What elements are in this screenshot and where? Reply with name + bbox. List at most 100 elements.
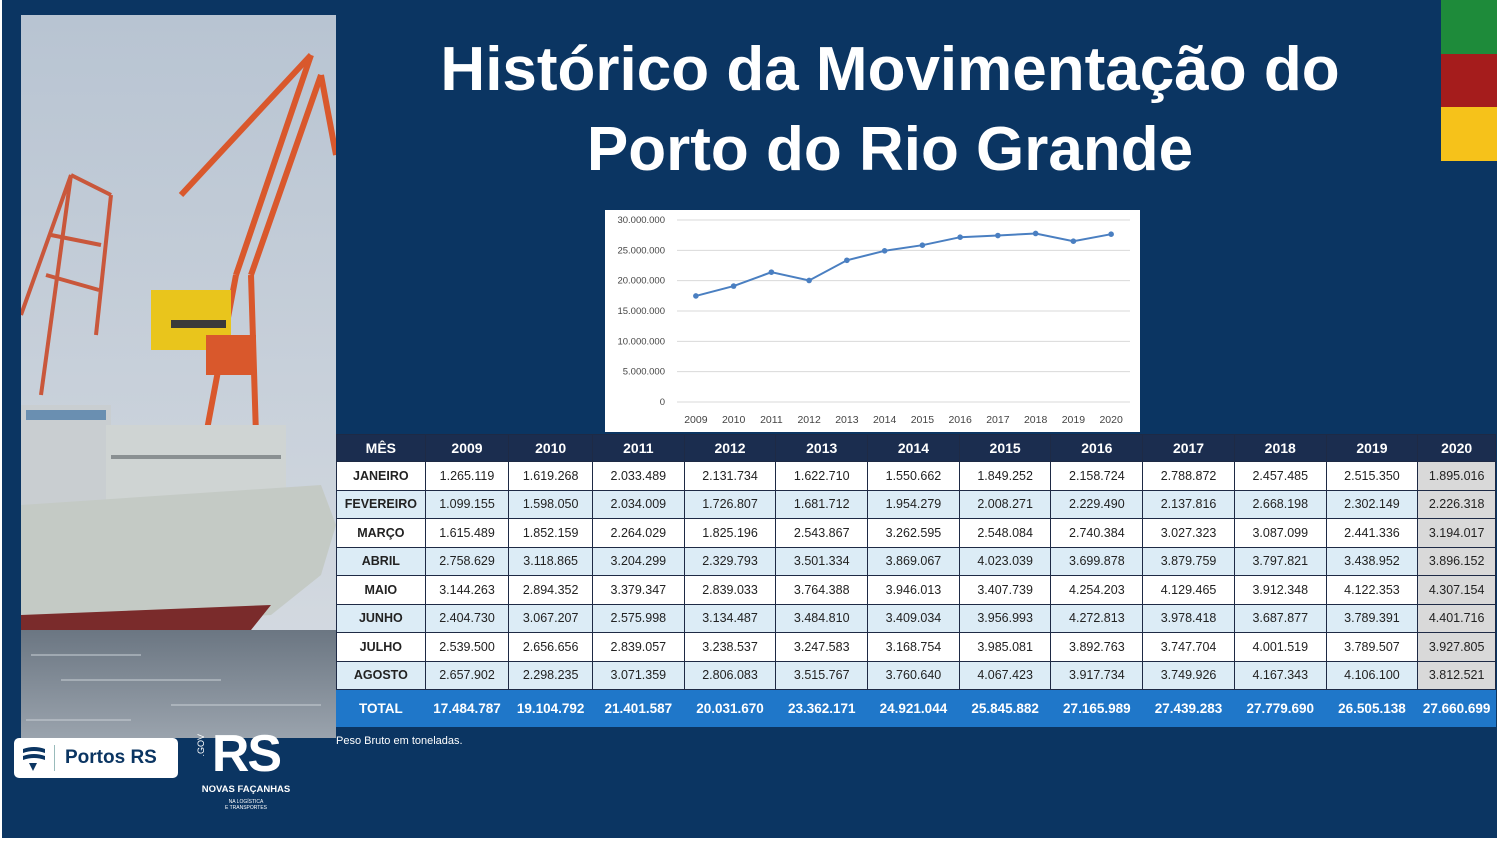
value-cell: 3.789.507 <box>1325 632 1419 662</box>
value-cell: 2.543.867 <box>775 518 869 548</box>
portos-rs-logo: Portos RS <box>14 738 178 778</box>
header-year: 2018 <box>1233 434 1327 462</box>
value-cell: 3.409.034 <box>867 603 960 633</box>
total-cell: 17.484.787 <box>424 689 510 727</box>
rs-slogan: NOVAS FAÇANHAS <box>201 784 291 795</box>
value-cell: 4.129.465 <box>1142 575 1235 605</box>
data-point <box>768 269 775 275</box>
value-cell: 1.598.050 <box>508 489 593 519</box>
value-cell: 3.879.759 <box>1142 546 1235 576</box>
month-cell: JUNHO <box>336 603 426 633</box>
value-cell: 2.839.033 <box>683 575 777 605</box>
header-year: 2010 <box>508 434 593 462</box>
x-tick-label: 2018 <box>1024 414 1048 426</box>
rs-flag-stripes <box>1441 0 1497 161</box>
flag-yellow-stripe <box>1441 107 1497 161</box>
table-row: JUNHO 2.404.730 3.067.207 2.575.998 3.134.48… <box>336 603 1496 633</box>
value-cell: 3.515.767 <box>775 660 869 690</box>
x-tick-label: 2017 <box>986 414 1010 426</box>
x-tick-label: 2020 <box>1099 414 1123 426</box>
y-tick-label: 5.000.000 <box>623 367 665 378</box>
ship-crane-photo <box>21 15 336 738</box>
flag-green-stripe <box>1441 0 1497 54</box>
value-cell: 3.789.391 <box>1325 603 1419 633</box>
line-chart: 0 5.000.000 10.000.000 15.000.000 20.000.000… <box>605 210 1140 432</box>
table-row: MAIO 3.144.263 2.894.352 3.379.347 2.839.033… <box>336 575 1496 605</box>
value-cell: 1.849.252 <box>958 461 1052 491</box>
value-cell: 2.298.235 <box>508 660 593 690</box>
header-year: 2017 <box>1142 434 1235 462</box>
value-cell: 3.144.263 <box>424 575 510 605</box>
x-tick-label: 2013 <box>835 414 859 426</box>
total-cell: 27.439.283 <box>1142 689 1235 727</box>
table-row: ABRIL 2.758.629 3.118.865 3.204.299 2.329.79… <box>336 546 1496 576</box>
value-cell: 2.457.485 <box>1233 461 1327 491</box>
month-cell: MAIO <box>336 575 426 605</box>
bottom-edge-line <box>0 838 1497 841</box>
value-cell: 3.927.805 <box>1417 632 1496 662</box>
value-cell: 3.747.704 <box>1142 632 1235 662</box>
value-cell: 2.441.336 <box>1325 518 1419 548</box>
total-cell: 21.401.587 <box>591 689 685 727</box>
month-cell: JULHO <box>336 632 426 662</box>
value-cell: 2.839.057 <box>591 632 685 662</box>
value-cell: 2.008.271 <box>958 489 1052 519</box>
total-cell: 24.921.044 <box>867 689 960 727</box>
value-cell: 1.615.489 <box>424 518 510 548</box>
value-cell: 1.622.710 <box>775 461 869 491</box>
unit-note: Peso Bruto em toneladas. <box>336 735 463 747</box>
left-edge-line <box>0 0 2 841</box>
value-cell: 2.548.084 <box>958 518 1052 548</box>
value-cell: 3.869.067 <box>867 546 960 576</box>
value-cell: 3.067.207 <box>508 603 593 633</box>
value-cell: 3.027.323 <box>1142 518 1235 548</box>
page-title: Histórico da Movimentação do Porto do Ri… <box>340 30 1440 190</box>
value-cell: 3.087.099 <box>1233 518 1327 548</box>
value-cell: 2.656.656 <box>508 632 593 662</box>
flag-red-stripe <box>1441 53 1497 108</box>
line-chart-svg: 0 5.000.000 10.000.000 15.000.000 20.000.000… <box>617 215 1130 426</box>
x-tick-label: 2015 <box>911 414 935 426</box>
value-cell: 2.668.198 <box>1233 489 1327 519</box>
value-cell: 4.106.100 <box>1325 660 1419 690</box>
value-cell: 4.307.154 <box>1417 575 1496 605</box>
total-cell: 27.779.690 <box>1233 689 1327 727</box>
value-cell: 3.687.877 <box>1233 603 1327 633</box>
header-year: 2020 <box>1417 434 1496 462</box>
value-cell: 4.067.423 <box>958 660 1052 690</box>
value-cell: 3.118.865 <box>508 546 593 576</box>
table-row: MARÇO 1.615.489 1.852.159 2.264.029 1.825.19… <box>336 518 1496 548</box>
value-cell: 2.264.029 <box>591 518 685 548</box>
value-cell: 3.168.754 <box>867 632 960 662</box>
value-cell: 1.550.662 <box>867 461 960 491</box>
value-cell: 3.194.017 <box>1417 518 1496 548</box>
rs-big-text: RS <box>211 725 282 783</box>
month-cell: AGOSTO <box>336 660 426 690</box>
value-cell: 1.619.268 <box>508 461 593 491</box>
series-line <box>695 232 1112 297</box>
value-cell: 1.895.016 <box>1417 461 1496 491</box>
month-cell: ABRIL <box>336 546 426 576</box>
value-cell: 3.699.878 <box>1050 546 1144 576</box>
value-cell: 2.806.083 <box>683 660 777 690</box>
value-cell: 3.379.347 <box>591 575 685 605</box>
value-cell: 2.033.489 <box>591 461 685 491</box>
value-cell: 3.985.081 <box>958 632 1052 662</box>
total-label: TOTAL <box>336 689 426 727</box>
value-cell: 1.265.119 <box>424 461 510 491</box>
value-cell: 3.764.388 <box>775 575 869 605</box>
value-cell: 2.137.816 <box>1142 489 1235 519</box>
month-cell: JANEIRO <box>336 461 426 491</box>
value-cell: 1.726.807 <box>683 489 777 519</box>
y-tick-label: 15.000.000 <box>617 306 665 317</box>
value-cell: 2.740.384 <box>1050 518 1144 548</box>
value-cell: 2.226.318 <box>1417 489 1496 519</box>
rs-subtitle-line-1: NA LOGÍSTICA <box>228 799 264 805</box>
value-cell: 1.852.159 <box>508 518 593 548</box>
value-cell: 3.071.359 <box>591 660 685 690</box>
value-cell: 2.758.629 <box>424 546 510 576</box>
value-cell: 2.158.724 <box>1050 461 1144 491</box>
x-tick-label: 2009 <box>684 414 708 426</box>
value-cell: 2.539.500 <box>424 632 510 662</box>
rs-subtitle-line-2: E TRANSPORTES <box>224 805 268 811</box>
